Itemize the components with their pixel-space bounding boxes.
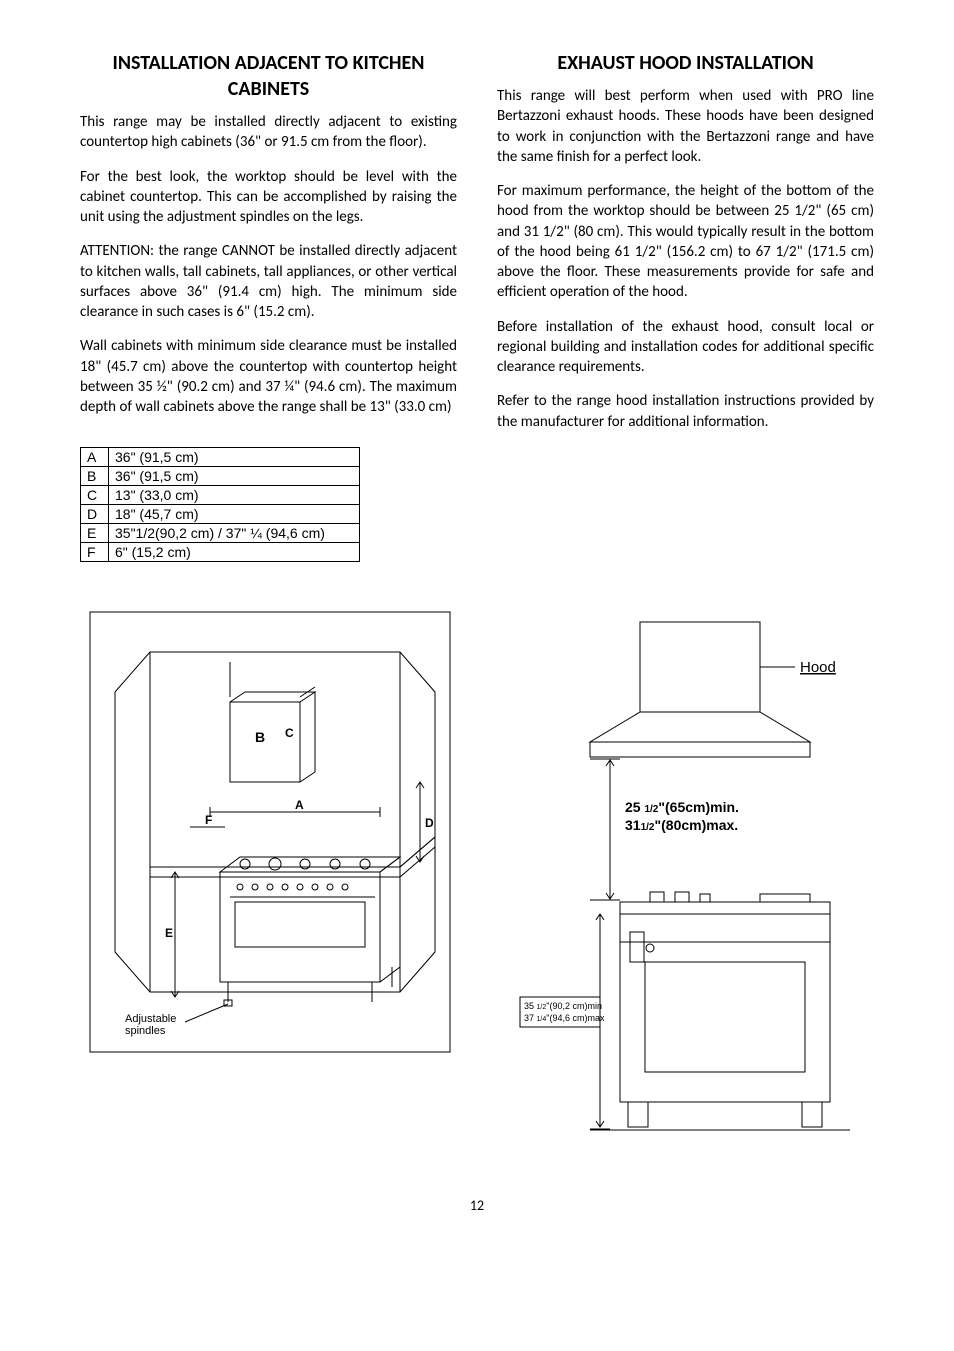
label-c: C <box>285 726 294 740</box>
height-min: 35 1/2"(90,2 cm)min <box>524 1001 602 1011</box>
dim-key: E <box>81 524 109 543</box>
dimensions-table: A36" (91,5 cm)B36" (91,5 cm)C13" (33,0 c… <box>80 447 360 562</box>
left-p1: This range may be installed directly adj… <box>80 112 457 153</box>
clearance-max: 311/2"(80cm)max. <box>625 817 738 833</box>
cabinet-diagram: B C A F D E Adjustablespindles <box>80 602 460 1067</box>
hood-diagram: Hood 25 1/2"(65cm)min. 311/2"(80cm)max. … <box>500 602 880 1167</box>
dim-value: 36" (91,5 cm) <box>109 448 360 467</box>
hood-svg: Hood 25 1/2"(65cm)min. 311/2"(80cm)max. … <box>500 602 880 1162</box>
left-heading: INSTALLATION ADJACENT TO KITCHEN CABINET… <box>80 50 457 102</box>
dim-value: 6" (15,2 cm) <box>109 543 360 562</box>
left-column: INSTALLATION ADJACENT TO KITCHEN CABINET… <box>80 50 457 592</box>
dim-key: B <box>81 467 109 486</box>
spindles-label: Adjustablespindles <box>125 1013 176 1037</box>
table-row: E35"1/2(90,2 cm) / 37" ¼ (94,6 cm) <box>81 524 360 543</box>
right-p3: Before installation of the exhaust hood,… <box>497 317 874 378</box>
hood-label: Hood <box>800 659 836 676</box>
height-max: 37 1/4"(94,6 cm)max <box>524 1013 605 1023</box>
right-heading: EXHAUST HOOD INSTALLATION <box>497 50 874 76</box>
dim-key: D <box>81 505 109 524</box>
dim-key: F <box>81 543 109 562</box>
table-row: F 6" (15,2 cm) <box>81 543 360 562</box>
table-row: A36" (91,5 cm) <box>81 448 360 467</box>
label-e: E <box>165 926 173 940</box>
label-f: F <box>205 813 212 827</box>
label-d: D <box>425 816 434 830</box>
right-column: EXHAUST HOOD INSTALLATION This range wil… <box>497 50 874 592</box>
dim-key: A <box>81 448 109 467</box>
dim-value: 35"1/2(90,2 cm) / 37" ¼ (94,6 cm) <box>109 524 360 543</box>
label-a: A <box>295 798 304 812</box>
right-p1: This range will best perform when used w… <box>497 86 874 167</box>
dim-value: 13" (33,0 cm) <box>109 486 360 505</box>
table-row: C13" (33,0 cm) <box>81 486 360 505</box>
left-p3: ATTENTION: the range CANNOT be installed… <box>80 241 457 322</box>
right-p4: Refer to the range hood installation ins… <box>497 391 874 432</box>
cabinet-svg: B C A F D E Adjustablespindles <box>80 602 460 1062</box>
label-b: B <box>255 729 265 745</box>
dim-value: 18" (45,7 cm) <box>109 505 360 524</box>
diagrams-row: B C A F D E Adjustablespindles <box>80 602 874 1167</box>
right-p2: For maximum performance, the height of t… <box>497 181 874 303</box>
left-p4: Wall cabinets with minimum side clearanc… <box>80 336 457 417</box>
table-row: B36" (91,5 cm) <box>81 467 360 486</box>
page-number: 12 <box>80 1197 874 1214</box>
dim-key: C <box>81 486 109 505</box>
left-p2: For the best look, the worktop should be… <box>80 167 457 228</box>
dim-value: 36" (91,5 cm) <box>109 467 360 486</box>
clearance-min: 25 1/2"(65cm)min. <box>625 799 739 815</box>
two-column-layout: INSTALLATION ADJACENT TO KITCHEN CABINET… <box>80 50 874 592</box>
table-row: D18" (45,7 cm) <box>81 505 360 524</box>
